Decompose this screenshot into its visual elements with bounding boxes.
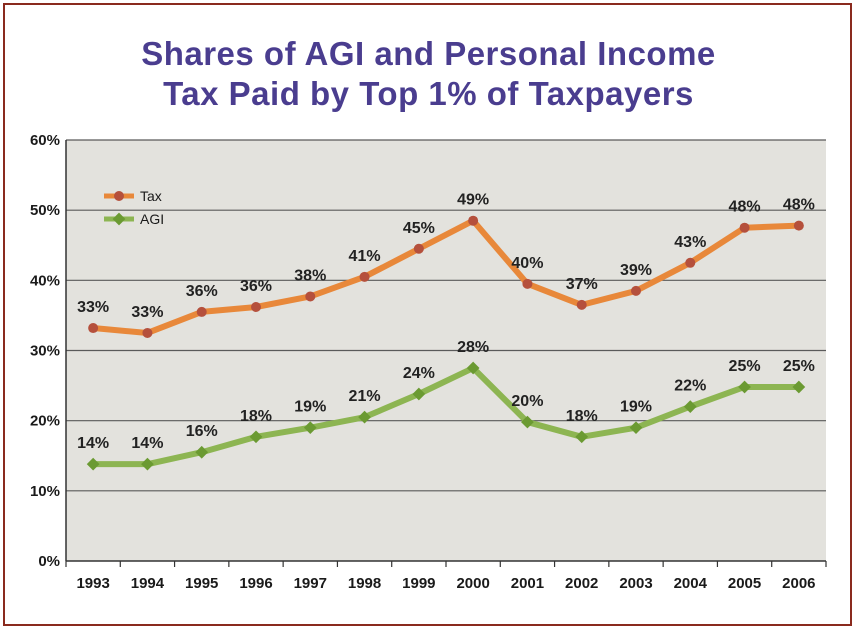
x-tick-label: 2004 xyxy=(674,575,708,592)
legend-label-tax: Tax xyxy=(140,188,162,204)
x-tick-label: 1996 xyxy=(239,575,272,592)
x-tick-label: 2000 xyxy=(456,575,489,592)
tax-data-label: 33% xyxy=(131,304,163,321)
tax-data-label: 41% xyxy=(349,248,381,265)
agi-marker xyxy=(195,445,209,459)
tax-marker xyxy=(196,306,207,317)
agi-marker xyxy=(358,410,371,424)
y-tick-label: 10% xyxy=(30,483,60,500)
tax-marker xyxy=(631,285,641,296)
tax-data-label: 49% xyxy=(457,192,489,209)
tax-data-label: 45% xyxy=(403,220,435,237)
tax-marker xyxy=(359,271,370,282)
tax-marker xyxy=(739,222,750,233)
agi-marker xyxy=(303,421,317,435)
tax-data-label: 37% xyxy=(566,276,598,293)
agi-data-label: 25% xyxy=(783,358,815,375)
agi-data-label: 21% xyxy=(349,388,381,405)
tax-marker xyxy=(685,257,696,268)
agi-data-label: 18% xyxy=(566,408,598,425)
agi-data-label: 16% xyxy=(186,423,218,440)
y-tick-label: 50% xyxy=(30,202,60,219)
x-tick-label: 1999 xyxy=(402,575,435,592)
x-tick-label: 2002 xyxy=(565,575,598,592)
tax-marker xyxy=(251,301,261,312)
agi-data-label: 22% xyxy=(674,378,706,395)
chart-title-line-2: Tax Paid by Top 1% of Taxpayers xyxy=(163,75,694,112)
legend-marker-tax xyxy=(114,191,124,201)
tax-marker xyxy=(468,215,479,226)
tax-data-label: 38% xyxy=(294,267,326,284)
tax-marker xyxy=(305,291,316,302)
agi-data-label: 25% xyxy=(729,358,761,375)
tax-marker xyxy=(576,299,587,310)
x-tick-label: 1997 xyxy=(294,575,327,592)
series-line-agi xyxy=(90,365,802,468)
tax-data-label: 48% xyxy=(783,197,815,214)
tax-data-label: 36% xyxy=(240,278,272,295)
agi-marker xyxy=(86,457,100,471)
series-line-tax xyxy=(90,217,802,336)
x-tick-label: 1995 xyxy=(185,575,218,592)
tax-data-label: 40% xyxy=(511,255,543,272)
x-tick-label: 2001 xyxy=(511,575,544,592)
chart-title-line-1: Shares of AGI and Personal Income xyxy=(141,35,716,72)
tax-data-label: 36% xyxy=(186,283,218,300)
y-tick-label: 60% xyxy=(30,132,60,149)
x-tick-label: 1993 xyxy=(76,575,109,592)
agi-data-label: 20% xyxy=(511,393,543,410)
legend-marker-agi xyxy=(112,212,126,226)
agi-data-label: 14% xyxy=(131,435,163,452)
agi-data-label: 19% xyxy=(620,399,652,416)
tax-marker xyxy=(142,327,153,338)
y-tick-label: 30% xyxy=(30,343,60,360)
agi-marker xyxy=(466,361,480,375)
tax-marker xyxy=(793,220,804,231)
agi-data-label: 24% xyxy=(403,365,435,382)
tax-data-label: 48% xyxy=(729,199,761,216)
agi-marker xyxy=(141,457,154,471)
x-tick-label: 2005 xyxy=(728,575,761,592)
agi-data-label: 14% xyxy=(77,435,109,452)
x-tick-label: 1994 xyxy=(131,575,165,592)
tax-marker xyxy=(522,278,533,289)
x-tick-label: 1998 xyxy=(348,575,381,592)
tax-data-label: 33% xyxy=(77,299,109,316)
tax-data-label: 43% xyxy=(674,234,706,251)
x-tick-label: 2003 xyxy=(619,575,652,592)
y-tick-label: 0% xyxy=(38,553,60,570)
legend-label-agi: AGI xyxy=(140,211,164,227)
agi-data-label: 18% xyxy=(240,408,272,425)
y-tick-label: 20% xyxy=(30,413,60,430)
tax-marker xyxy=(413,243,424,254)
agi-marker xyxy=(412,387,426,401)
tax-marker xyxy=(88,323,99,334)
y-tick-label: 40% xyxy=(30,272,60,289)
agi-marker xyxy=(249,430,263,444)
tax-data-label: 39% xyxy=(620,262,652,279)
agi-data-label: 19% xyxy=(294,399,326,416)
x-tick-label: 2006 xyxy=(782,575,815,592)
agi-data-label: 28% xyxy=(457,339,489,356)
